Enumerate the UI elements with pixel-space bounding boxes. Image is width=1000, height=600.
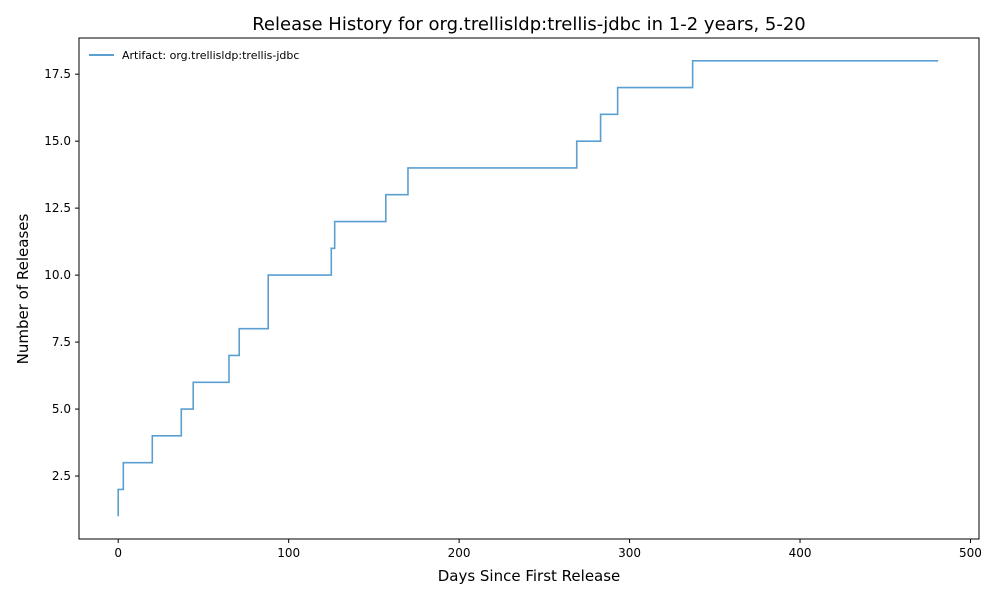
y-tick-label: 10.0	[44, 268, 71, 282]
x-tick-label: 300	[618, 546, 641, 560]
x-tick-label: 500	[959, 546, 982, 560]
y-tick-label: 2.5	[52, 469, 71, 483]
x-tick-label: 100	[277, 546, 300, 560]
x-axis: 0 100 200 300 400 500	[114, 539, 982, 560]
y-axis-title: Number of Releases	[14, 213, 32, 364]
y-tick-label: 12.5	[44, 201, 71, 215]
x-tick-label: 400	[789, 546, 812, 560]
y-tick-label: 7.5	[52, 335, 71, 349]
legend-label: Artifact: org.trellisldp:trellis-jdbc	[122, 49, 299, 62]
legend: Artifact: org.trellisldp:trellis-jdbc	[89, 49, 299, 62]
y-axis: 2.5 5.0 7.5 10.0 12.5 15.0 17.5	[44, 67, 79, 483]
y-tick-label: 5.0	[52, 402, 71, 416]
x-axis-title: Days Since First Release	[438, 567, 621, 585]
series-line-0	[117, 59, 939, 517]
x-tick-label: 0	[114, 546, 122, 560]
x-tick-label: 200	[448, 546, 471, 560]
y-tick-label: 15.0	[44, 134, 71, 148]
y-tick-label: 17.5	[44, 67, 71, 81]
series-layer	[117, 59, 939, 517]
chart-title: Release History for org.trellisldp:trell…	[252, 14, 806, 35]
plot-area-frame	[78, 37, 980, 540]
